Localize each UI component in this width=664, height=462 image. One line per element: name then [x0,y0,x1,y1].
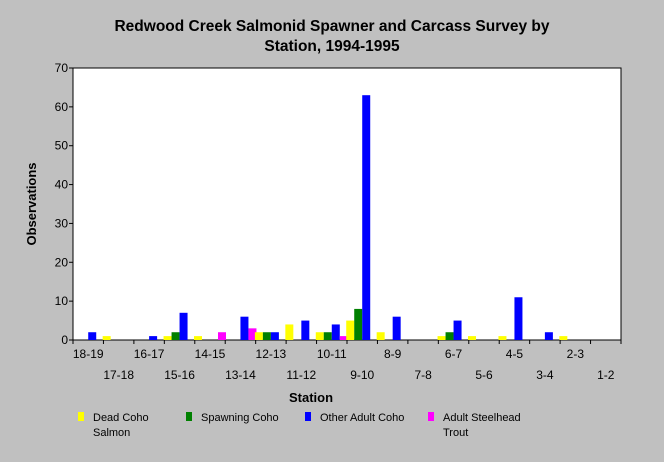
y-axis: 0 10 20 30 40 50 60 70 [55,61,73,347]
chart-title-line-1: Redwood Creek Salmonid Spawner and Carca… [114,18,549,35]
bar [218,332,226,340]
bar [559,336,568,340]
bar [285,324,294,340]
y-tick-label: 30 [55,216,69,230]
plot-area [72,67,622,341]
bar [437,336,446,340]
bar [362,95,371,340]
y-tick-label: 0 [61,333,68,347]
legend-label: Trout [443,427,468,439]
bar [354,308,363,340]
x-tick-label: 3-4 [536,368,554,382]
bar [392,316,401,340]
x-tick-label: 16-17 [134,347,165,361]
bar [194,336,202,340]
bar [301,320,310,340]
bar [88,332,97,340]
bar [163,336,172,340]
y-tick-label: 70 [55,61,69,75]
legend-swatch [305,412,311,421]
bar [149,336,158,340]
legend-label: Salmon [93,427,130,439]
y-tick-label: 60 [55,100,69,114]
legend-swatch [78,412,84,421]
x-tick-label: 4-5 [506,347,524,361]
bar [331,324,340,340]
x-tick-label: 14-15 [195,347,226,361]
bar [254,332,263,340]
bar [376,332,385,340]
x-tick-label: 11-12 [286,368,316,382]
legend: Dead Coho Salmon Spawning Coho Other Adult … [78,412,521,439]
y-axis-label: Observations [24,162,39,245]
x-tick-label: 2-3 [567,347,585,361]
legend-label: Dead Coho [93,412,149,424]
bar [179,312,188,340]
y-tick-label: 10 [55,294,69,308]
x-tick-label: 18-19 [73,347,104,361]
bar [270,332,279,340]
bar [248,328,257,340]
x-tick-label: 12-13 [256,347,287,361]
legend-label: Spawning Coho [201,412,279,424]
x-tick-label: 5-6 [475,368,493,382]
y-tick-label: 50 [55,139,69,153]
x-tick-label: 10-11 [317,347,347,361]
bar [514,297,523,340]
bar [171,332,180,340]
bar [240,316,249,340]
x-tick-label: 6-7 [445,347,463,361]
bars [88,95,568,340]
bar [498,336,507,340]
x-axis-label: Station [289,390,333,405]
bar [339,336,348,340]
x-tick-label: 15-16 [164,368,195,382]
bar [346,320,355,340]
bar [445,332,454,340]
chart-title-line-2: Station, 1994-1995 [264,38,400,55]
bar [323,332,332,340]
x-tick-label: 9-10 [350,368,374,382]
x-tick-label: 8-9 [384,347,402,361]
x-tick-label: 13-14 [225,368,256,382]
x-tick-label: 1-2 [597,368,615,382]
bar [262,332,271,340]
bar [102,336,111,340]
legend-swatch [428,412,434,421]
bar [453,320,462,340]
y-tick-label: 20 [55,255,69,269]
legend-label: Adult Steelhead [443,412,521,424]
bar [544,332,553,340]
bar [315,332,324,340]
y-tick-label: 40 [55,178,69,192]
legend-label: Other Adult Coho [320,412,404,424]
x-tick-label: 17-18 [103,368,134,382]
bar [468,336,476,340]
legend-swatch [186,412,192,421]
x-tick-label: 7-8 [414,368,432,382]
